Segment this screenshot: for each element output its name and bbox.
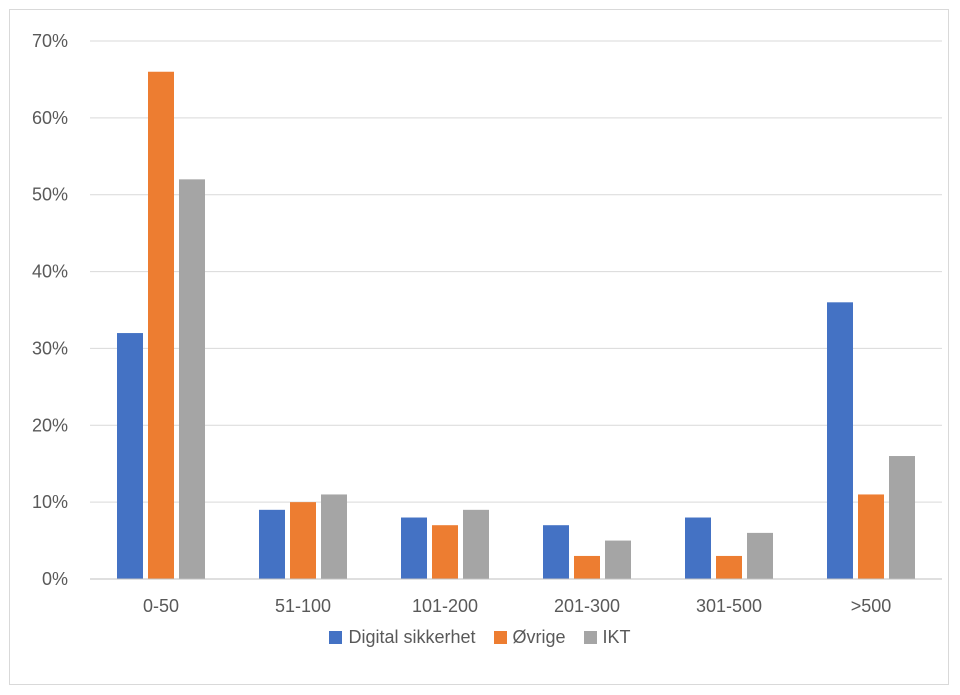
legend-item: Øvrige	[493, 626, 566, 648]
bar	[401, 517, 427, 579]
bar	[117, 333, 143, 579]
bar	[827, 302, 853, 579]
y-tick-label: 50%	[32, 185, 68, 205]
y-tick-label: 70%	[32, 31, 68, 51]
x-tick-label: 0-50	[143, 596, 179, 616]
bar	[148, 71, 174, 579]
y-tick-label: 0%	[42, 569, 68, 589]
legend-item: IKT	[583, 626, 631, 648]
y-axis-tick-labels: 0% 10% 20% 30% 40% 50% 60% 70%	[32, 31, 68, 589]
bar	[321, 494, 347, 579]
bar	[259, 509, 285, 579]
bars	[117, 71, 915, 580]
y-tick-label: 20%	[32, 415, 68, 435]
x-tick-label: 201-300	[554, 596, 620, 616]
bar	[290, 502, 316, 579]
bar	[858, 494, 884, 579]
bar	[747, 532, 773, 579]
x-tick-label: >500	[851, 596, 892, 616]
x-axis: 0-50 51-100 101-200 201-300 301-500 >500	[90, 578, 942, 616]
legend-item: Digital sikkerhet	[329, 626, 476, 648]
y-tick-label: 60%	[32, 108, 68, 128]
legend-swatch	[583, 630, 597, 644]
bar	[605, 540, 631, 579]
bar	[432, 525, 458, 579]
gridlines	[90, 40, 942, 503]
bar	[574, 555, 600, 579]
bar	[685, 517, 711, 579]
bar	[463, 509, 489, 579]
legend-label: Digital sikkerhet	[348, 626, 476, 647]
legend: Digital sikkerhet Øvrige IKT	[0, 622, 960, 652]
legend-label: Øvrige	[512, 626, 566, 647]
y-tick-label: 10%	[32, 492, 68, 512]
y-tick-label: 40%	[32, 262, 68, 282]
bar	[716, 555, 742, 579]
bar	[543, 525, 569, 579]
x-tick-label: 101-200	[412, 596, 478, 616]
x-tick-label: 301-500	[696, 596, 762, 616]
x-tick-label: 51-100	[275, 596, 331, 616]
bar	[889, 456, 915, 579]
bar	[179, 179, 205, 580]
legend-swatch	[329, 630, 343, 644]
legend-label: IKT	[602, 626, 631, 647]
legend-swatch	[493, 630, 507, 644]
y-tick-label: 30%	[32, 338, 68, 358]
